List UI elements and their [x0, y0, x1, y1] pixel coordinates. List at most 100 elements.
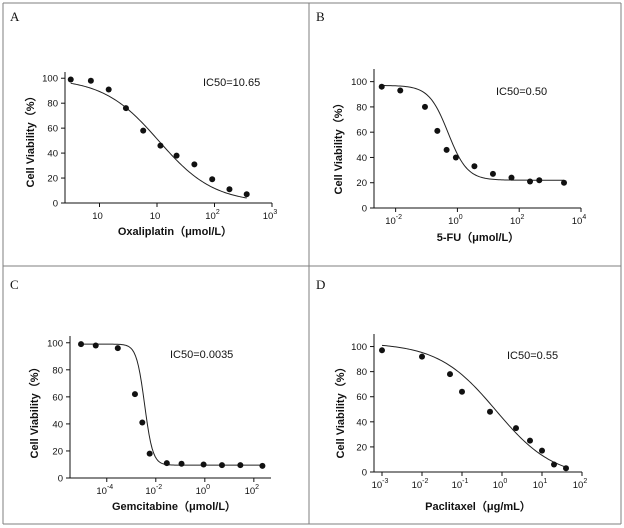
data-point: [471, 163, 478, 170]
x-tick-label: 103: [263, 209, 278, 222]
x-tick-exponent: -4: [107, 484, 113, 491]
y-axis-label: Cell Viability（%）: [334, 362, 347, 459]
fit-curve: [381, 344, 567, 468]
x-tick-label: 10: [92, 211, 103, 222]
data-point: [78, 341, 85, 348]
data-point: [527, 437, 533, 444]
x-tick-base: 10: [572, 216, 583, 227]
y-tick-label: 80: [356, 102, 367, 113]
x-tick-label: 10-2: [412, 478, 429, 491]
x-tick-label: 101: [533, 478, 548, 491]
y-tick-label: 100: [47, 338, 63, 349]
x-tick-exponent: 3: [273, 209, 277, 216]
data-point: [539, 447, 545, 454]
data-point: [447, 371, 453, 378]
y-tick-label: 0: [362, 204, 367, 215]
data-point: [561, 179, 568, 186]
y-tick-label: 60: [47, 124, 58, 135]
x-tick-exponent: 2: [583, 478, 587, 485]
x-tick-label: 100: [196, 484, 211, 497]
data-point: [87, 77, 94, 84]
y-tick-label: 60: [356, 128, 367, 139]
data-point: [67, 76, 74, 83]
chart-panel-a: Cell Viability（%） Oxaliplatin（μmol/L） IC…: [24, 72, 277, 238]
y-tick-label: 60: [356, 392, 367, 403]
data-point: [209, 176, 216, 183]
ic50-annotation: IC50=0.50: [496, 86, 547, 98]
panel-letter-d: D: [316, 277, 325, 292]
x-axis-label: Paclitaxel（μg/mL）: [425, 500, 531, 513]
fit-curve: [381, 85, 565, 181]
x-tick-label: 10-4: [96, 484, 113, 497]
data-point: [421, 103, 428, 110]
x-tick-exponent: 2: [521, 214, 525, 221]
data-point: [157, 142, 164, 149]
x-tick-base: 10: [452, 480, 463, 491]
y-tick-label: 20: [52, 446, 63, 457]
x-tick-label: 102: [510, 214, 525, 227]
x-tick-base: 10: [92, 211, 103, 222]
x-tick-base: 10: [245, 486, 256, 497]
data-point: [122, 105, 129, 112]
x-tick-label: 10: [150, 211, 161, 222]
y-tick-label: 20: [356, 178, 367, 189]
data-point: [259, 462, 266, 469]
x-tick-exponent: 2: [216, 209, 220, 216]
y-tick-label: 100: [351, 342, 367, 353]
data-point: [527, 178, 534, 185]
x-tick-label: 10-3: [372, 478, 389, 491]
y-tick-label: 0: [362, 468, 367, 479]
ic50-annotation: IC50=10.65: [203, 77, 260, 89]
y-tick-label: 0: [53, 199, 58, 210]
panel-letter-c: C: [10, 277, 19, 292]
x-tick-exponent: 0: [503, 478, 507, 485]
data-point: [397, 87, 404, 94]
x-tick-label: 104: [572, 214, 587, 227]
data-point: [146, 450, 153, 457]
x-tick-exponent: 1: [543, 478, 547, 485]
chart-panel-d: Cell Viability（%） Paclitaxel（μg/mL） IC50…: [334, 334, 587, 513]
panel-letter-a: A: [10, 9, 20, 24]
x-tick-base: 10: [372, 480, 383, 491]
data-point: [513, 425, 519, 432]
fit-curve: [70, 82, 247, 199]
data-point: [139, 419, 146, 426]
y-tick-label: 20: [356, 442, 367, 453]
data-point: [173, 152, 180, 159]
data-point: [563, 465, 569, 472]
y-axis-label: Cell Viability（%）: [24, 91, 37, 188]
x-tick-base: 10: [493, 480, 504, 491]
data-point: [452, 154, 459, 161]
data-point: [163, 460, 170, 467]
y-tick-label: 80: [356, 367, 367, 378]
x-tick-base: 10: [573, 480, 584, 491]
data-point: [489, 170, 496, 177]
data-point: [92, 342, 99, 349]
data-point: [191, 161, 198, 168]
x-tick-exponent: -2: [396, 214, 402, 221]
x-tick-label: 10-2: [145, 484, 162, 497]
y-tick-label: 80: [47, 99, 58, 110]
x-tick-exponent: -1: [462, 478, 468, 485]
y-tick-label: 60: [52, 392, 63, 403]
data-point: [487, 408, 493, 415]
data-point: [131, 391, 138, 398]
y-tick-label: 40: [47, 149, 58, 160]
y-tick-label: 100: [351, 77, 367, 88]
x-tick-exponent: 0: [206, 484, 210, 491]
data-point: [419, 353, 425, 360]
x-tick-base: 10: [205, 211, 216, 222]
x-tick-label: 102: [573, 478, 588, 491]
data-point: [243, 191, 250, 198]
y-tick-label: 40: [356, 153, 367, 164]
y-tick-label: 20: [47, 174, 58, 185]
x-tick-base: 10: [150, 211, 161, 222]
y-tick-label: 0: [58, 474, 63, 485]
x-tick-base: 10: [263, 211, 274, 222]
x-tick-exponent: -2: [156, 484, 162, 491]
x-tick-exponent: -3: [382, 478, 388, 485]
y-tick-label: 40: [52, 419, 63, 430]
x-tick-base: 10: [196, 486, 207, 497]
x-tick-base: 10: [96, 486, 107, 497]
